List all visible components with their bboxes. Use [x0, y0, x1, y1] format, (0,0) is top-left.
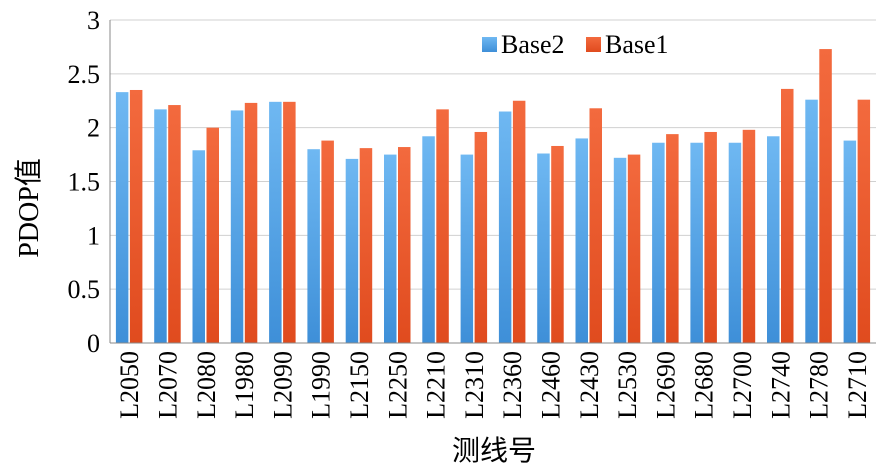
- x-tick-label: L2080: [192, 351, 221, 419]
- bar-base2-l2430: [575, 138, 588, 343]
- x-tick-label: L2680: [690, 351, 719, 419]
- y-tick-labels: 0 0.5 1 1.5 2 2.5 3: [68, 6, 101, 358]
- bar-base2-l2360: [498, 111, 512, 344]
- x-tick-label: L2070: [153, 351, 182, 419]
- bar-base2-l2780: [805, 99, 818, 343]
- bar-base1-l2680: [704, 131, 717, 343]
- x-tick-label: L2310: [460, 351, 489, 419]
- bar-base2-l2690: [652, 142, 665, 343]
- x-tick-label: L2530: [613, 351, 642, 419]
- bar-base1-l2690: [666, 134, 679, 343]
- x-tick-label: L2460: [536, 351, 565, 419]
- bar-base1-l2050: [129, 89, 143, 343]
- y-tick-label: 1.5: [68, 168, 101, 197]
- x-tick-label: L2690: [651, 351, 680, 419]
- legend-swatch-base1: [586, 37, 601, 52]
- x-tick-label: L2050: [115, 351, 144, 419]
- bar-base2-l2310: [460, 154, 474, 343]
- bar-base2-l2250: [384, 154, 397, 343]
- x-tick-label: L2210: [422, 351, 451, 419]
- bar-base1-l2250: [398, 147, 411, 343]
- bar-base2-l2090: [269, 101, 282, 344]
- legend: Base2 Base1: [482, 30, 669, 59]
- bar-base2-l2050: [115, 92, 129, 344]
- x-tick-label: L2780: [805, 351, 834, 419]
- y-tick-label: 0: [87, 329, 100, 358]
- bar-base1-l1980: [244, 102, 258, 343]
- x-tick-label: L2090: [268, 351, 297, 419]
- bar-base1-l2070: [168, 105, 181, 343]
- y-tick-label: 3: [87, 6, 100, 35]
- x-tick-label: L2150: [345, 351, 374, 419]
- bar-base2-l2070: [154, 109, 167, 343]
- legend-label-base1: Base1: [605, 30, 669, 59]
- x-tick-label: L1980: [230, 351, 259, 419]
- bar-base1-l2210: [436, 109, 449, 343]
- grid-lines: [110, 19, 876, 290]
- bar-base1-l2150: [359, 148, 373, 343]
- x-axis-title: 测线号: [452, 435, 536, 467]
- x-tick-label: L1990: [307, 351, 336, 419]
- bars-layer: [115, 49, 871, 344]
- bar-base1-l2430: [589, 108, 602, 343]
- y-tick-label: 1: [87, 221, 100, 250]
- y-axis-title: PDOP值: [13, 158, 45, 258]
- bar-base2-l2150: [345, 158, 359, 343]
- axes-layer: [109, 20, 876, 344]
- bar-base1-l2710: [857, 99, 871, 343]
- y-tick-label: 0.5: [68, 275, 101, 304]
- x-tick-label: L2430: [575, 351, 604, 419]
- bar-base1-l2700: [742, 129, 756, 343]
- bar-base2-l1980: [230, 110, 244, 343]
- bar-base1-l2740: [781, 88, 794, 343]
- bar-base1-l2530: [627, 154, 641, 343]
- bar-base2-l2530: [613, 157, 627, 343]
- bar-base1-l2310: [474, 131, 488, 343]
- bar-base1-l1990: [321, 140, 334, 343]
- bar-base1-l2780: [819, 49, 832, 343]
- x-tick-label: L2700: [728, 351, 757, 419]
- x-tick-label: L2360: [498, 351, 527, 419]
- bar-base2-l2700: [728, 142, 742, 343]
- x-tick-label: L2710: [843, 351, 872, 419]
- x-tick-label: L2740: [766, 351, 795, 419]
- bar-base2-l2680: [690, 142, 703, 343]
- bar-base2-l2710: [843, 140, 857, 343]
- bar-base2-l2740: [767, 136, 780, 343]
- x-tick-label: L2250: [383, 351, 412, 419]
- bar-base1-l2090: [283, 101, 296, 344]
- bar-base1-l2460: [551, 145, 564, 343]
- bar-base1-l2360: [512, 100, 526, 343]
- bar-base2-l2460: [537, 153, 550, 343]
- legend-label-base2: Base2: [501, 30, 565, 59]
- x-tick-labels: L2050 L2070 L2080 L1980 L2090 L1990 L2150 L2250…: [115, 351, 872, 419]
- y-tick-label: 2.5: [68, 60, 101, 89]
- bar-base2-l2080: [192, 150, 205, 343]
- bar-base2-l1990: [307, 149, 320, 343]
- bar-base2-l2210: [422, 136, 435, 343]
- y-tick-label: 2: [87, 114, 100, 143]
- bar-base1-l2080: [206, 127, 219, 344]
- legend-swatch-base2: [482, 37, 497, 52]
